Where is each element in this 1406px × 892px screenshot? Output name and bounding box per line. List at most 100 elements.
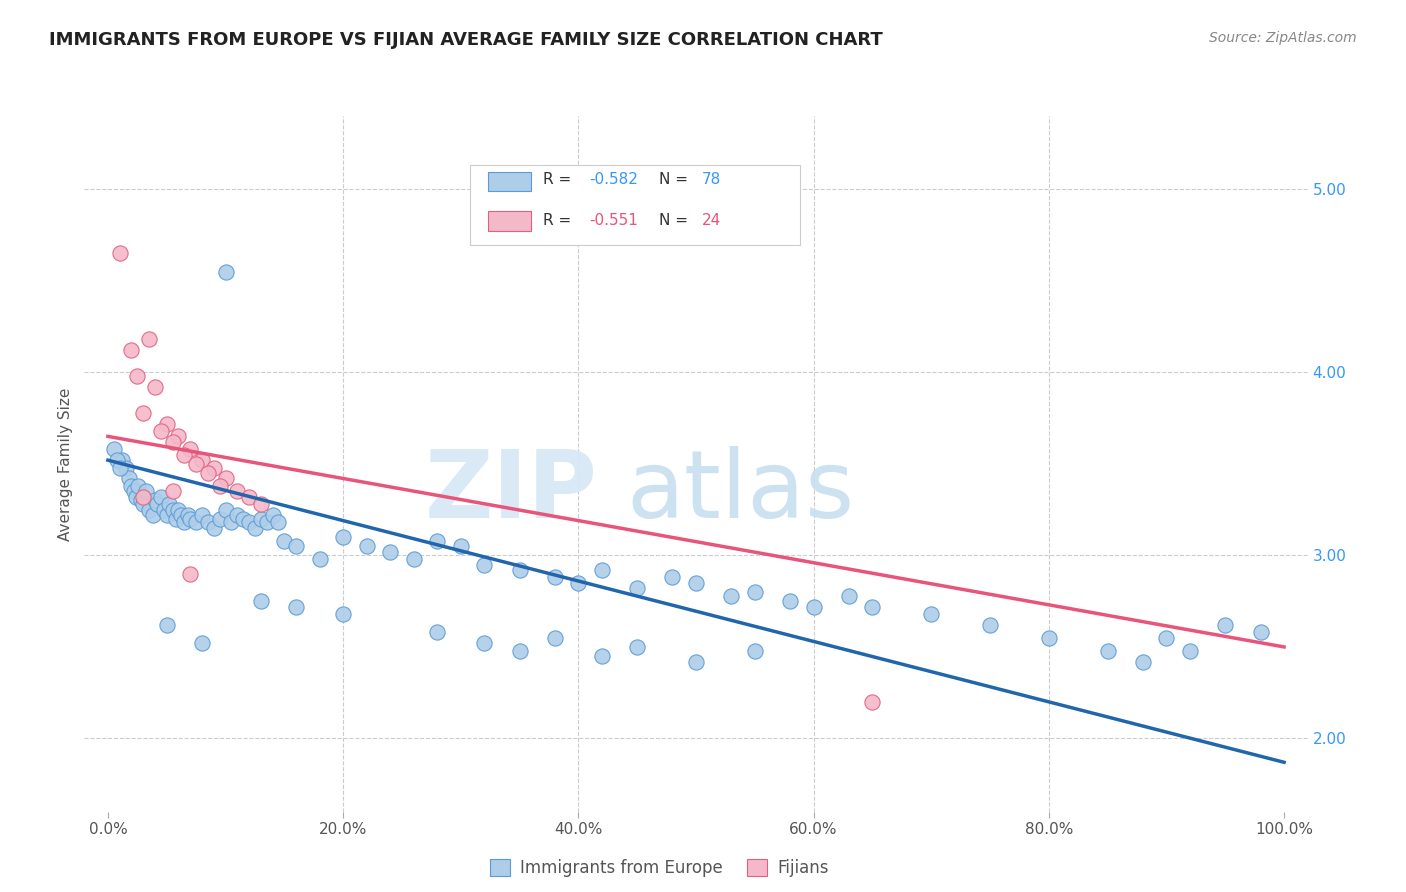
Point <box>249 594 271 608</box>
Point <box>238 490 260 504</box>
Point <box>127 368 149 383</box>
Point <box>202 521 225 535</box>
Point <box>232 512 254 526</box>
FancyBboxPatch shape <box>470 165 800 244</box>
Point <box>153 502 176 516</box>
Point <box>1178 643 1201 657</box>
Point <box>165 512 187 526</box>
Point <box>184 516 207 530</box>
Point <box>591 563 613 577</box>
Point <box>127 479 149 493</box>
Text: 24: 24 <box>702 213 721 227</box>
Point <box>129 493 152 508</box>
Point <box>402 552 425 566</box>
Text: -0.582: -0.582 <box>589 172 638 187</box>
Point <box>108 246 131 260</box>
Point <box>1156 631 1178 645</box>
Point <box>191 636 214 650</box>
Point <box>426 625 449 640</box>
Text: ZIP: ZIP <box>425 446 598 538</box>
Point <box>472 636 495 650</box>
Point <box>214 471 236 485</box>
Point <box>167 502 190 516</box>
Point <box>1132 655 1154 669</box>
Point <box>179 566 201 581</box>
Point <box>118 471 141 485</box>
Point <box>356 539 378 553</box>
Point <box>544 631 567 645</box>
Text: N =: N = <box>659 172 693 187</box>
Point <box>149 424 172 438</box>
Point <box>162 434 184 449</box>
Text: 78: 78 <box>702 172 721 187</box>
Point <box>146 497 169 511</box>
Point <box>226 484 249 499</box>
Point <box>191 453 214 467</box>
Point <box>273 533 295 548</box>
Point <box>267 516 290 530</box>
Point <box>108 460 131 475</box>
Point <box>249 497 271 511</box>
Point <box>262 508 284 522</box>
Point <box>332 607 354 621</box>
Point <box>132 490 155 504</box>
Point <box>285 599 308 614</box>
Text: atlas: atlas <box>627 446 855 538</box>
Point <box>332 530 354 544</box>
Point <box>626 582 648 596</box>
Point <box>221 516 243 530</box>
Point <box>156 618 179 632</box>
Point <box>256 516 278 530</box>
Point <box>803 599 825 614</box>
Point <box>162 484 184 499</box>
Point <box>1038 631 1060 645</box>
Point <box>308 552 330 566</box>
Point <box>184 457 207 471</box>
Point <box>860 599 883 614</box>
Point <box>720 589 742 603</box>
Point <box>1213 618 1236 632</box>
Point <box>509 643 531 657</box>
Point <box>173 516 195 530</box>
Point <box>626 640 648 654</box>
Point <box>156 417 179 431</box>
Point <box>249 512 271 526</box>
Point <box>105 453 128 467</box>
Point <box>661 570 683 584</box>
Point <box>214 502 236 516</box>
Point <box>1250 625 1272 640</box>
Point <box>744 585 766 599</box>
Point <box>132 406 155 420</box>
FancyBboxPatch shape <box>488 171 531 191</box>
Point <box>156 508 179 522</box>
Point <box>197 516 219 530</box>
Point <box>135 484 157 499</box>
Point <box>170 508 193 522</box>
Point <box>111 453 134 467</box>
Y-axis label: Average Family Size: Average Family Size <box>58 387 73 541</box>
Text: Source: ZipAtlas.com: Source: ZipAtlas.com <box>1209 31 1357 45</box>
Point <box>208 512 231 526</box>
Point <box>685 655 707 669</box>
Point <box>208 479 231 493</box>
Point <box>122 484 145 499</box>
Point <box>197 466 219 480</box>
Point <box>179 512 201 526</box>
Point <box>591 649 613 664</box>
Point <box>285 539 308 553</box>
Point <box>162 502 184 516</box>
Point <box>149 490 172 504</box>
Point <box>979 618 1001 632</box>
Point <box>173 448 195 462</box>
Point <box>544 570 567 584</box>
Point <box>472 558 495 572</box>
Text: R =: R = <box>543 213 576 227</box>
Point <box>179 442 201 457</box>
Point <box>120 343 142 358</box>
Point <box>191 508 214 522</box>
Point <box>567 575 589 590</box>
Point <box>380 545 402 559</box>
Point <box>138 502 160 516</box>
Point <box>779 594 801 608</box>
Point <box>142 508 165 522</box>
